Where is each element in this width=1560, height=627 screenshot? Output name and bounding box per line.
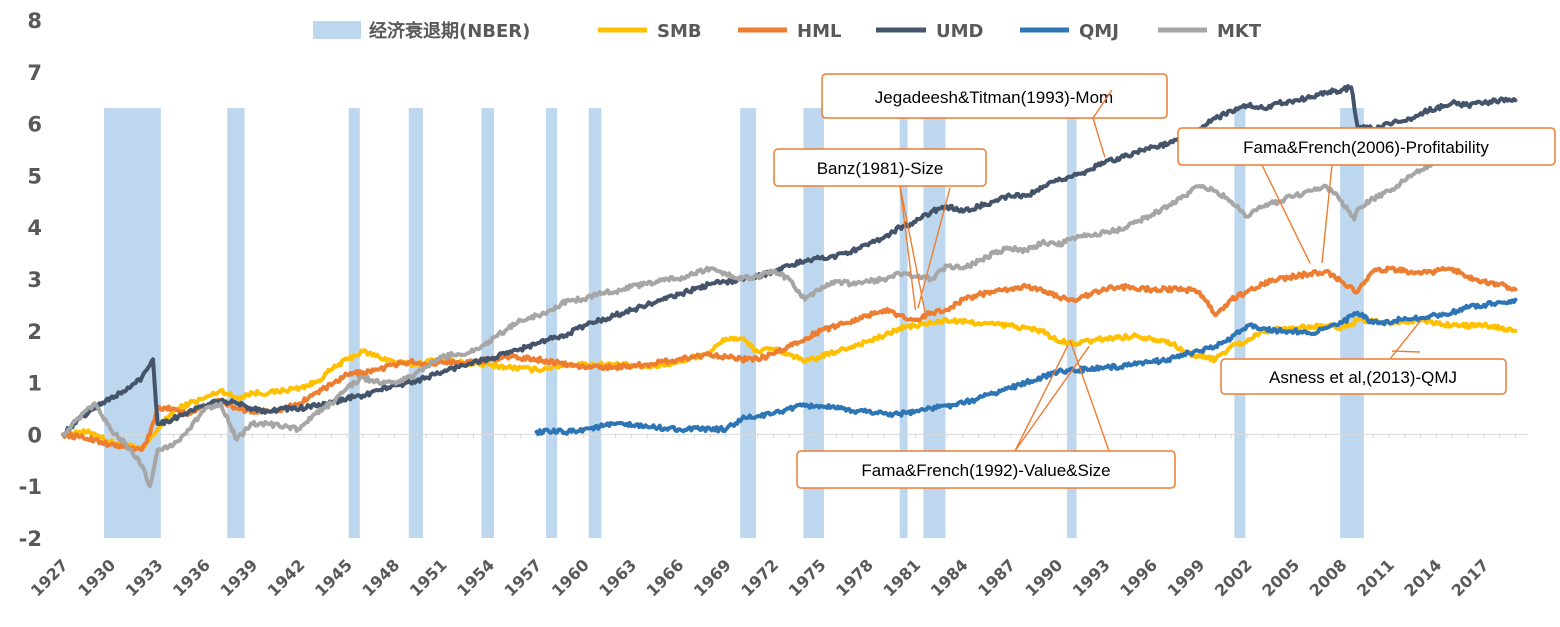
legend-recession-label: 经济衰退期(NBER) [369, 20, 530, 42]
x-tick-label: 2014 [1400, 555, 1445, 600]
x-tick-label: 1927 [27, 555, 72, 600]
series-line-mkt [61, 137, 1518, 489]
annotation-box [1177, 127, 1556, 166]
annotation-leader-line [1391, 350, 1421, 353]
y-tick-label: 7 [27, 61, 42, 85]
x-tick-label: 2017 [1448, 555, 1493, 600]
legend-smb-label: SMB [657, 21, 702, 42]
x-tick-label: 2005 [1258, 555, 1303, 600]
recession-band-4 [481, 108, 494, 538]
x-tick-label: 1954 [453, 555, 498, 600]
recession-band-11 [1067, 108, 1077, 538]
x-tick-label: 1984 [927, 555, 972, 600]
x-tick-label: 1960 [548, 555, 593, 600]
annotation-leader-line [1321, 164, 1333, 264]
annotation-leader-line [899, 185, 926, 313]
x-tick-label: 1933 [122, 555, 167, 600]
x-tick-label: 1948 [358, 555, 403, 600]
legend-qmj-label: QMJ [1079, 21, 1119, 42]
legend-umd-label: UMD [936, 21, 983, 42]
legend-recession-swatch [313, 21, 361, 39]
annotation-box [1220, 358, 1507, 395]
y-tick-label: 8 [27, 9, 42, 33]
x-tick-label: 2002 [1211, 555, 1256, 600]
series-line-hml [61, 265, 1518, 452]
recession-band-2 [348, 108, 360, 538]
x-tick-label: 1993 [1069, 555, 1114, 600]
recession-band-7 [740, 108, 757, 538]
annotations: Jegadeesh&Titman(1993)-Mom Banz(1981)-Siz… [773, 73, 1556, 489]
annotation-leader-line [1069, 339, 1110, 452]
y-axis-tick-labels: 8 7 6 5 4 3 2 1 0 -1 -2 [19, 9, 42, 551]
recession-band-8 [803, 108, 824, 538]
legend: 经济衰退期(NBER) SMB HML UMD QMJ MKT [313, 20, 1262, 42]
annotation-box [821, 73, 1168, 119]
recession-band-5 [546, 108, 558, 538]
annotation-box [773, 148, 987, 187]
y-tick-label: -2 [19, 527, 42, 551]
x-tick-label: 1969 [690, 555, 735, 600]
series-lines [61, 84, 1518, 489]
annotation-leader-line [1261, 164, 1311, 264]
recession-band-9 [899, 108, 908, 538]
y-tick-label: 0 [27, 423, 42, 447]
y-tick-label: 1 [27, 372, 42, 396]
x-tick-label: 1975 [785, 555, 830, 600]
x-tick-label: 1972 [737, 555, 782, 600]
annotation-leader-line [1014, 345, 1090, 452]
annotation-leader-line [1014, 344, 1069, 452]
x-tick-label: 1978 [832, 555, 877, 600]
x-tick-label: 1942 [264, 555, 309, 600]
annotation-leader-line [1092, 117, 1106, 158]
recession-band-0 [104, 108, 161, 538]
x-axis-tick-labels: 1927 1930 1933 1936 1939 1942 1945 1948 1951 1954… [27, 555, 1493, 600]
legend-mkt-label: MKT [1217, 21, 1262, 42]
annotation-box [796, 450, 1176, 489]
annotation-leader-line [1389, 320, 1422, 360]
x-tick-label: 2008 [1306, 555, 1351, 600]
recession-band-1 [227, 108, 245, 538]
annotation-label: Asness et al,(2013)-QMJ [1269, 368, 1457, 387]
x-tick-label: 1963 [595, 555, 640, 600]
x-tick-label: 1951 [406, 555, 451, 600]
x-tick-label: 1999 [1164, 555, 1209, 600]
x-tick-label: 1930 [74, 555, 119, 600]
x-tick-label: 1939 [216, 555, 261, 600]
annotation-label: Fama&French(1992)-Value&Size [861, 461, 1110, 480]
x-tick-label: 1981 [879, 555, 924, 600]
y-tick-label: -1 [19, 475, 42, 499]
x-tick-label: 1990 [1021, 555, 1066, 600]
series-line-qmj [534, 297, 1518, 436]
legend-hml-label: HML [797, 21, 841, 42]
annotation-label: Fama&French(2006)-Profitability [1243, 138, 1489, 157]
recession-band-3 [408, 108, 423, 538]
annotation-leader-line [917, 187, 951, 309]
y-tick-label: 5 [27, 164, 42, 188]
y-tick-label: 3 [27, 268, 42, 292]
x-tick-label: 1957 [501, 555, 546, 600]
x-tick-label: 1945 [311, 555, 356, 600]
y-tick-label: 6 [27, 113, 42, 137]
annotation-label: Banz(1981)-Size [817, 159, 944, 178]
annotation-leader-line [899, 185, 917, 311]
x-tick-label: 1966 [643, 555, 688, 600]
y-tick-label: 4 [27, 216, 42, 240]
y-tick-label: 2 [27, 320, 42, 344]
x-axis-line [62, 433, 1528, 439]
annotation-leader-line [1092, 89, 1113, 119]
x-tick-label: 1987 [974, 555, 1019, 600]
x-tick-label: 2011 [1353, 555, 1398, 600]
x-tick-label: 1996 [1116, 555, 1161, 600]
series-line-umd [61, 84, 1518, 438]
recession-band-12 [1234, 108, 1246, 538]
x-tick-label: 1936 [169, 555, 214, 600]
annotation-label: Jegadeesh&Titman(1993)-Mom [875, 88, 1113, 107]
